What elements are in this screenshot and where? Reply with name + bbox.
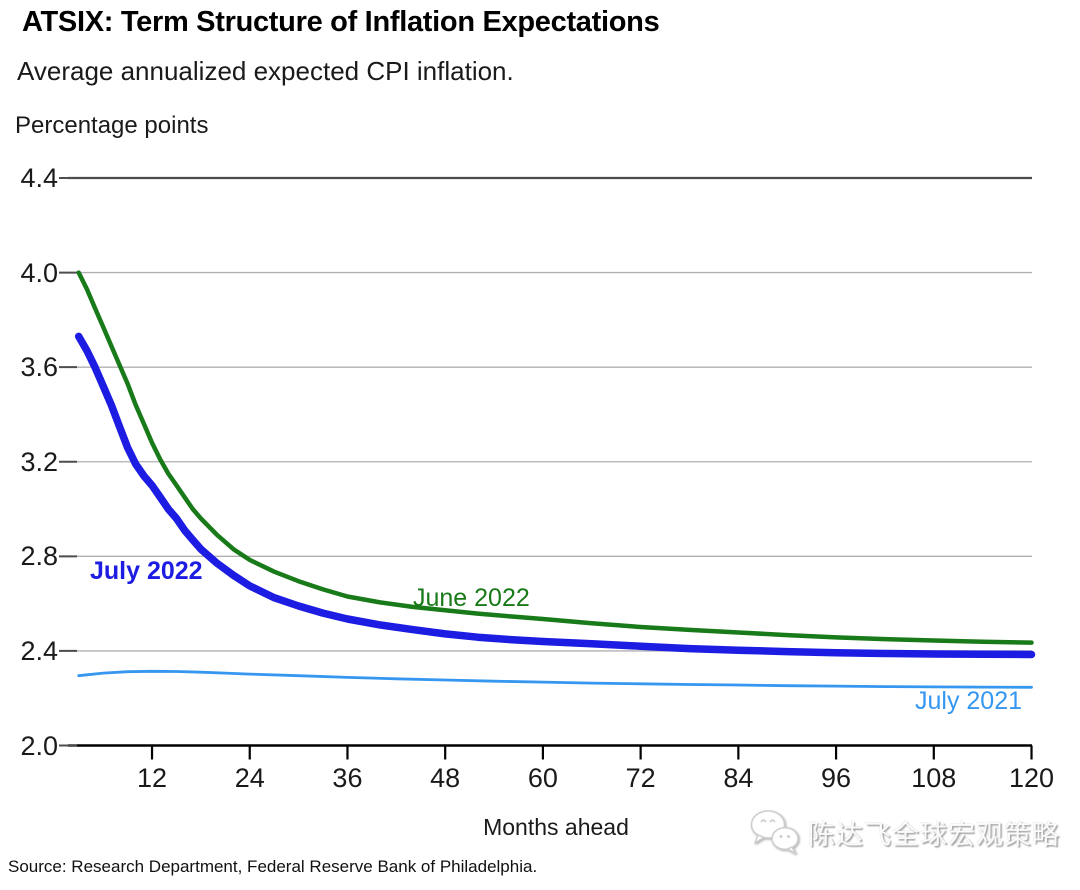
x-tick-label: 96 [821, 763, 852, 793]
chart-subtitle: Average annualized expected CPI inflatio… [17, 56, 514, 86]
x-tick-label: 72 [625, 763, 656, 793]
watermark-text: 陈达飞全球宏观策略 [808, 819, 1060, 850]
y-tick-label: 4.0 [20, 257, 58, 288]
x-tick-label: 12 [136, 763, 168, 793]
y-tick-label: 2.4 [20, 635, 58, 666]
y-tick-label: 2.8 [20, 541, 58, 572]
x-tick-label: 120 [1008, 763, 1055, 793]
y-axis-unit-label: Percentage points [15, 112, 209, 139]
y-tick-label: 2.0 [20, 730, 58, 761]
series-line-july-2021 [77, 669, 1033, 689]
source-note: Source: Research Department, Federal Res… [8, 857, 538, 876]
x-tick-label: 36 [332, 763, 363, 793]
series-line-july-2022 [74, 332, 1036, 659]
y-tick-label: 4.4 [20, 163, 58, 193]
x-tick-label: 84 [723, 763, 754, 793]
series-label-june-2022: June 2022 [413, 584, 530, 612]
x-tick-label: 108 [911, 763, 957, 793]
wechat-icon [750, 810, 799, 855]
series-line-june-2022 [76, 270, 1034, 645]
x-tick-label: 24 [234, 763, 265, 793]
y-tick-label: 3.2 [20, 446, 58, 477]
x-tick-label: 60 [527, 763, 558, 793]
x-tick-label: 48 [430, 763, 461, 793]
chart-title: ATSIX: Term Structure of Inflation Expec… [22, 6, 660, 38]
series-label-july-2021: July 2021 [915, 687, 1023, 715]
watermark: 陈达飞全球宏观策略 [748, 808, 1060, 856]
y-tick-label: 3.6 [20, 352, 58, 383]
series-label-july-2022: July 2022 [90, 557, 203, 585]
x-axis-label: Months ahead [483, 814, 629, 840]
